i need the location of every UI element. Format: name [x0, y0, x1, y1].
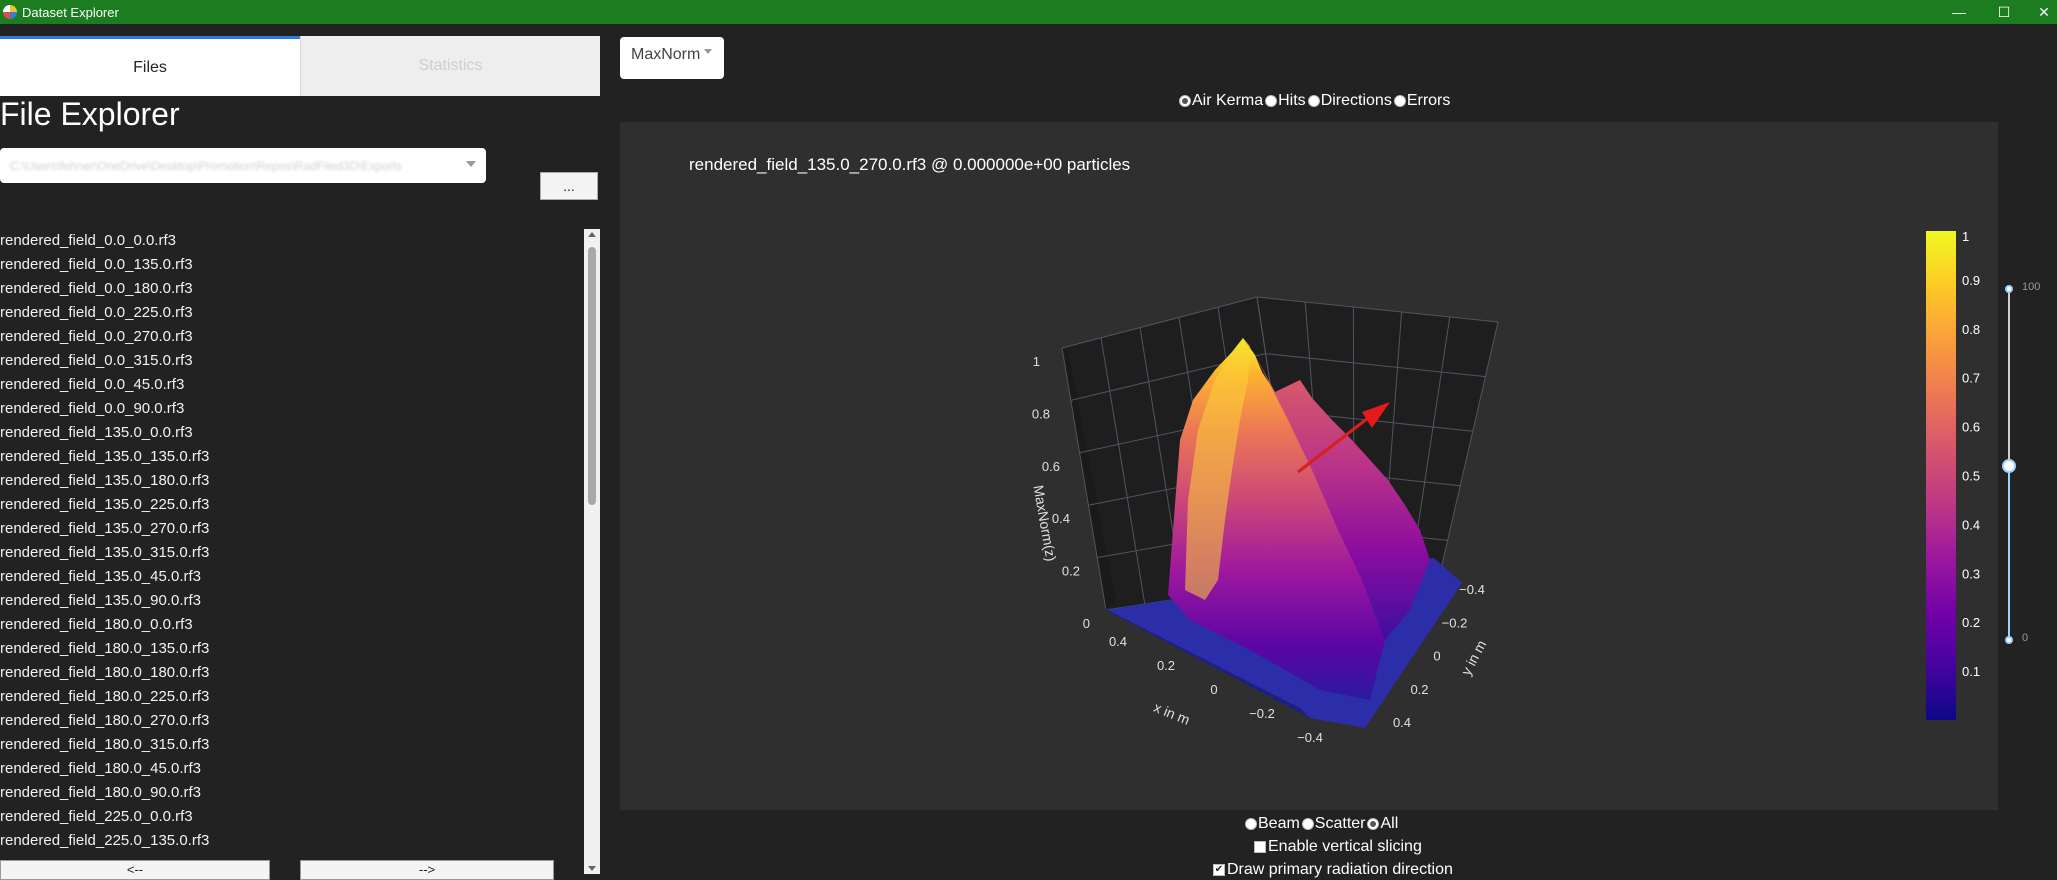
file-list-item[interactable]: rendered_field_180.0_0.0.rf3: [0, 616, 193, 633]
slice-slider-top-knob[interactable]: [2005, 285, 2013, 293]
component-radio-button[interactable]: [1301, 818, 1314, 830]
component-radio-button[interactable]: [1367, 818, 1380, 830]
slice-slider-track[interactable]: [2008, 289, 2010, 465]
slice-slider-max-label: 100: [2022, 281, 2041, 293]
next-button[interactable]: -->: [300, 860, 554, 880]
file-list-item[interactable]: rendered_field_180.0_225.0.rf3: [0, 688, 210, 705]
scroll-thumb[interactable]: [588, 247, 596, 505]
scroll-down-icon[interactable]: [588, 866, 596, 871]
file-list-item[interactable]: rendered_field_0.0_45.0.rf3: [0, 376, 185, 393]
plot-title: rendered_field_135.0_270.0.rf3 @ 0.00000…: [689, 155, 1131, 174]
path-value: C:\Users\fehner\OneDrive\Desktop\Promoti…: [10, 158, 403, 173]
file-list-item[interactable]: rendered_field_0.0_90.0.rf3: [0, 400, 185, 417]
browse-button[interactable]: ...: [540, 172, 598, 200]
primary-direction-checkbox[interactable]: ✔: [1213, 864, 1225, 876]
normalization-value: MaxNorm: [631, 46, 701, 63]
file-list-item[interactable]: rendered_field_135.0_0.0.rf3: [0, 424, 193, 441]
normalization-dropdown[interactable]: MaxNorm: [620, 37, 724, 79]
file-list-item[interactable]: rendered_field_135.0_180.0.rf3: [0, 472, 210, 489]
slice-slider-handle[interactable]: [2002, 459, 2016, 473]
component-radio-label: Beam: [1258, 815, 1300, 832]
slice-slider-bottom-knob[interactable]: [2005, 636, 2013, 644]
file-list-item[interactable]: rendered_field_225.0_0.0.rf3: [0, 808, 193, 825]
metric-radio-label: Hits: [1278, 92, 1306, 109]
file-list-item[interactable]: rendered_field_180.0_45.0.rf3: [0, 760, 201, 777]
scroll-up-icon[interactable]: [588, 232, 596, 237]
file-list-scrollbar[interactable]: [584, 229, 600, 874]
chevron-down-icon: [704, 49, 712, 54]
primary-direction-option[interactable]: ✔ Draw primary radiation direction: [1213, 861, 1453, 879]
file-list-item[interactable]: rendered_field_0.0_225.0.rf3: [0, 304, 193, 321]
file-list-item[interactable]: rendered_field_0.0_270.0.rf3: [0, 328, 193, 345]
vertical-slicing-checkbox[interactable]: [1254, 841, 1266, 853]
file-list-item[interactable]: rendered_field_225.0_135.0.rf3: [0, 832, 210, 849]
maximize-icon[interactable]: ☐: [1997, 3, 2011, 20]
metric-radio-button[interactable]: [1393, 95, 1406, 107]
component-radio-button[interactable]: [1245, 818, 1257, 830]
component-option-all[interactable]: All: [1367, 815, 1398, 833]
file-list-item[interactable]: rendered_field_0.0_315.0.rf3: [0, 352, 193, 369]
vertical-slicing-option[interactable]: Enable vertical slicing: [1254, 838, 1422, 856]
file-list: rendered_field_0.0_0.0.rf3 rendered_field…: [0, 229, 580, 857]
file-list-item[interactable]: rendered_field_0.0_135.0.rf3: [0, 256, 193, 273]
file-list-item[interactable]: rendered_field_135.0_135.0.rf3: [0, 448, 210, 465]
slice-slider-track-filled[interactable]: [2008, 465, 2010, 640]
tab-files[interactable]: Files: [0, 36, 300, 96]
close-icon[interactable]: ✕: [2038, 3, 2050, 20]
file-list-item[interactable]: rendered_field_135.0_45.0.rf3: [0, 568, 201, 585]
chevron-down-icon: [466, 161, 476, 167]
file-explorer-heading: File Explorer: [0, 96, 180, 132]
metric-radio-group: Air Kerma Hits Directions Errors: [1179, 92, 1452, 110]
component-radio-group: Beam Scatter All: [1245, 815, 1400, 833]
file-list-item[interactable]: rendered_field_180.0_270.0.rf3: [0, 712, 210, 729]
component-radio-label: All: [1380, 815, 1399, 832]
file-list-item[interactable]: rendered_field_135.0_270.0.rf3: [0, 520, 210, 537]
title-bar: Dataset Explorer — ☐ ✕: [0, 0, 2057, 24]
component-option-beam[interactable]: Beam: [1245, 815, 1300, 833]
metric-radio-button[interactable]: [1179, 95, 1191, 107]
metric-option-directions[interactable]: Directions: [1307, 92, 1392, 110]
file-list-item[interactable]: rendered_field_135.0_315.0.rf3: [0, 544, 210, 561]
metric-radio-label: Directions: [1320, 92, 1392, 109]
file-list-item[interactable]: rendered_field_180.0_135.0.rf3: [0, 640, 210, 657]
file-list-item[interactable]: rendered_field_0.0_0.0.rf3: [0, 232, 176, 249]
file-list-item[interactable]: rendered_field_180.0_315.0.rf3: [0, 736, 210, 753]
metric-option-errors[interactable]: Errors: [1393, 92, 1451, 110]
tab-bar: Files Statistics: [0, 36, 600, 96]
component-radio-label: Scatter: [1314, 815, 1366, 832]
file-list-item[interactable]: rendered_field_135.0_90.0.rf3: [0, 592, 201, 609]
primary-direction-label: Draw primary radiation direction: [1227, 861, 1453, 878]
file-list-item[interactable]: rendered_field_0.0_180.0.rf3: [0, 280, 193, 297]
minimize-icon[interactable]: —: [1952, 4, 1966, 20]
metric-radio-label: Errors: [1406, 92, 1451, 109]
metric-radio-button[interactable]: [1307, 95, 1320, 107]
slice-slider-min-label: 0: [2022, 632, 2029, 644]
vertical-slicing-label: Enable vertical slicing: [1268, 838, 1422, 855]
window-title: Dataset Explorer: [22, 4, 119, 20]
metric-option-hits[interactable]: Hits: [1265, 92, 1306, 110]
path-dropdown[interactable]: C:\Users\fehner\OneDrive\Desktop\Promoti…: [0, 148, 486, 183]
file-list-item[interactable]: rendered_field_180.0_90.0.rf3: [0, 784, 201, 801]
plot-panel: [620, 122, 1998, 810]
tab-statistics[interactable]: Statistics: [300, 36, 600, 96]
previous-button[interactable]: <--: [0, 860, 270, 880]
file-list-item[interactable]: rendered_field_180.0_180.0.rf3: [0, 664, 210, 681]
file-list-item[interactable]: rendered_field_135.0_225.0.rf3: [0, 496, 210, 513]
metric-radio-button[interactable]: [1265, 95, 1278, 107]
metric-radio-label: Air Kerma: [1192, 92, 1264, 109]
file-list-item[interactable]: re: [0, 853, 580, 857]
component-option-scatter[interactable]: Scatter: [1301, 815, 1366, 833]
app-icon: [3, 5, 17, 19]
metric-option-air-kerma[interactable]: Air Kerma: [1179, 92, 1263, 110]
